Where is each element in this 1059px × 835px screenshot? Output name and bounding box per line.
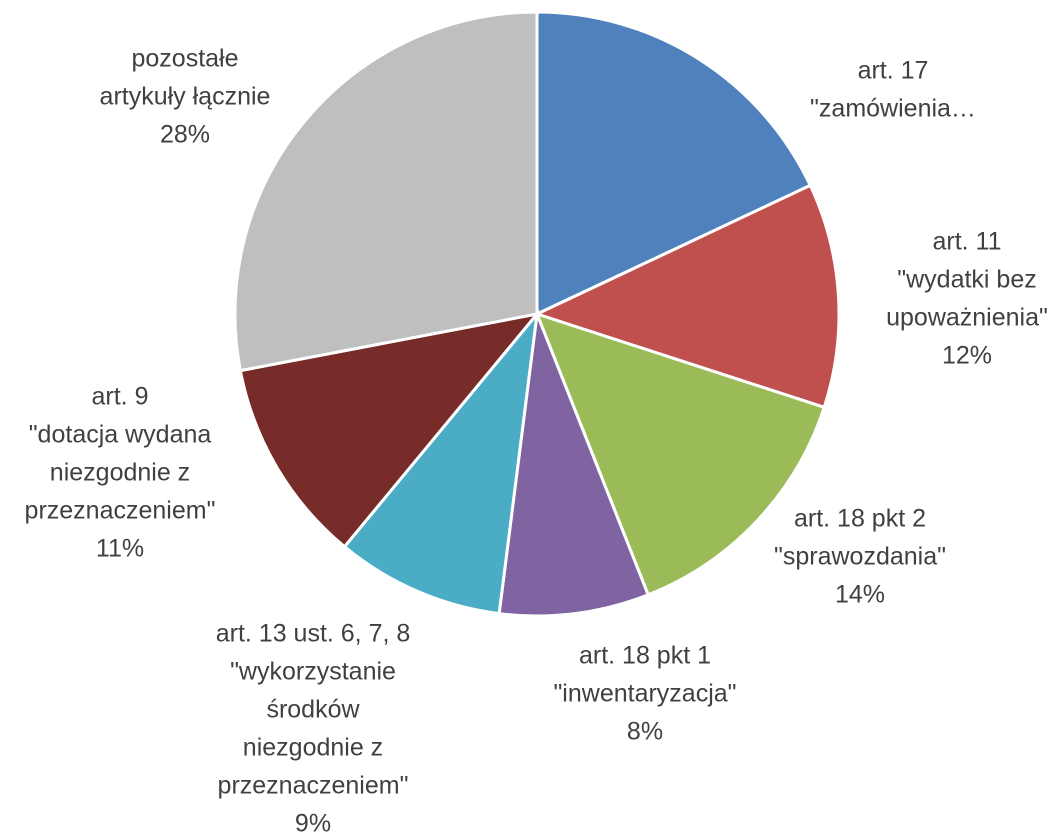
category-label: art. 13 ust. 6, 7, 8	[216, 620, 411, 648]
data-label: 28%	[160, 121, 210, 149]
category-label: środków	[266, 696, 360, 724]
pie-slice	[497, 313, 651, 618]
category-label: "dotacja wydana	[29, 421, 212, 449]
pie-slice	[532, 183, 841, 410]
data-label: 8%	[627, 718, 663, 746]
pie-slice	[535, 10, 813, 317]
category-label: "inwentaryzacja"	[553, 680, 736, 708]
category-label: art. 9	[92, 383, 149, 411]
data-label: 14%	[835, 581, 885, 609]
category-label: art. 18 pkt 1	[579, 642, 711, 670]
category-label: "wykorzystanie	[230, 658, 396, 686]
category-label: niezgodnie z	[50, 459, 190, 487]
pie-slice	[342, 309, 540, 616]
data-label: 11%	[96, 535, 144, 563]
category-label: art. 18 pkt 2	[794, 505, 926, 533]
category-label: art. 11	[932, 228, 1001, 256]
pie-slice	[534, 311, 827, 597]
category-label: art. 17	[858, 57, 929, 85]
pie-slice	[238, 311, 541, 549]
category-label: przeznaczeniem"	[25, 497, 216, 525]
data-label: 9%	[295, 810, 331, 835]
category-label: niezgodnie z	[243, 734, 383, 762]
category-label: pozostałe	[131, 45, 238, 73]
category-label: upoważnienia"	[886, 304, 1048, 332]
category-label: "zamówienia…	[810, 95, 976, 123]
category-label: "wydatki bez	[897, 266, 1037, 294]
data-label: 12%	[942, 342, 992, 370]
category-label: "sprawozdania"	[774, 543, 946, 571]
pie-slice	[233, 10, 539, 373]
category-label: artykuły łącznie	[100, 83, 271, 111]
category-label: przeznaczeniem"	[218, 772, 409, 800]
